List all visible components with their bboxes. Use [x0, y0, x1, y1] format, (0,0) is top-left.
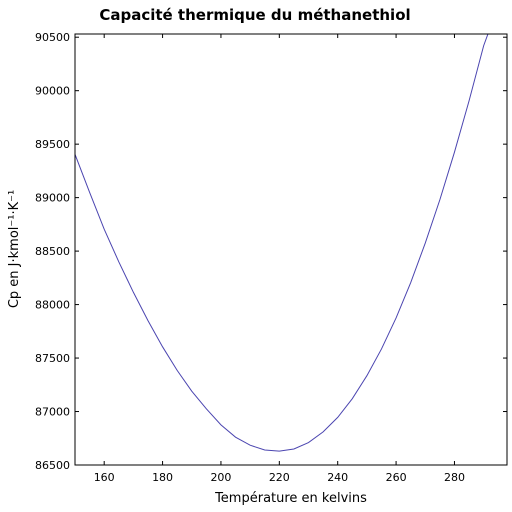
x-axis: 160 180 200 220 240 260 280: [94, 34, 465, 484]
x-tick-label: 180: [152, 471, 173, 484]
x-tick-label: 200: [210, 471, 231, 484]
series-line: [75, 34, 507, 452]
y-tick-label: 90000: [35, 85, 70, 98]
y-tick-label: 87500: [35, 352, 70, 365]
plot-area: [74, 33, 508, 466]
y-axis-label: Cp en J·kmol⁻¹·K⁻¹: [7, 190, 22, 308]
y-tick-label: 88500: [35, 245, 70, 258]
y-tick-label: 86500: [35, 459, 70, 472]
plot-frame: [74, 33, 508, 466]
y-tick-label: 88000: [35, 299, 70, 312]
x-tick-label: 280: [444, 471, 465, 484]
x-tick-label: 240: [327, 471, 348, 484]
x-tick-label: 160: [94, 471, 115, 484]
y-tick-label: 87000: [35, 406, 70, 419]
chart-title: Capacité thermique du méthanethiol: [99, 6, 410, 24]
x-tick-label: 220: [269, 471, 290, 484]
y-tick-label: 89000: [35, 192, 70, 205]
y-tick-label: 90500: [35, 31, 70, 44]
x-tick-label: 260: [386, 471, 407, 484]
y-tick-label: 89500: [35, 138, 70, 151]
y-axis: 86500 87000 87500 88000 88500 89000 89500 90000…: [35, 31, 507, 472]
x-axis-label: Température en kelvins: [214, 491, 367, 506]
